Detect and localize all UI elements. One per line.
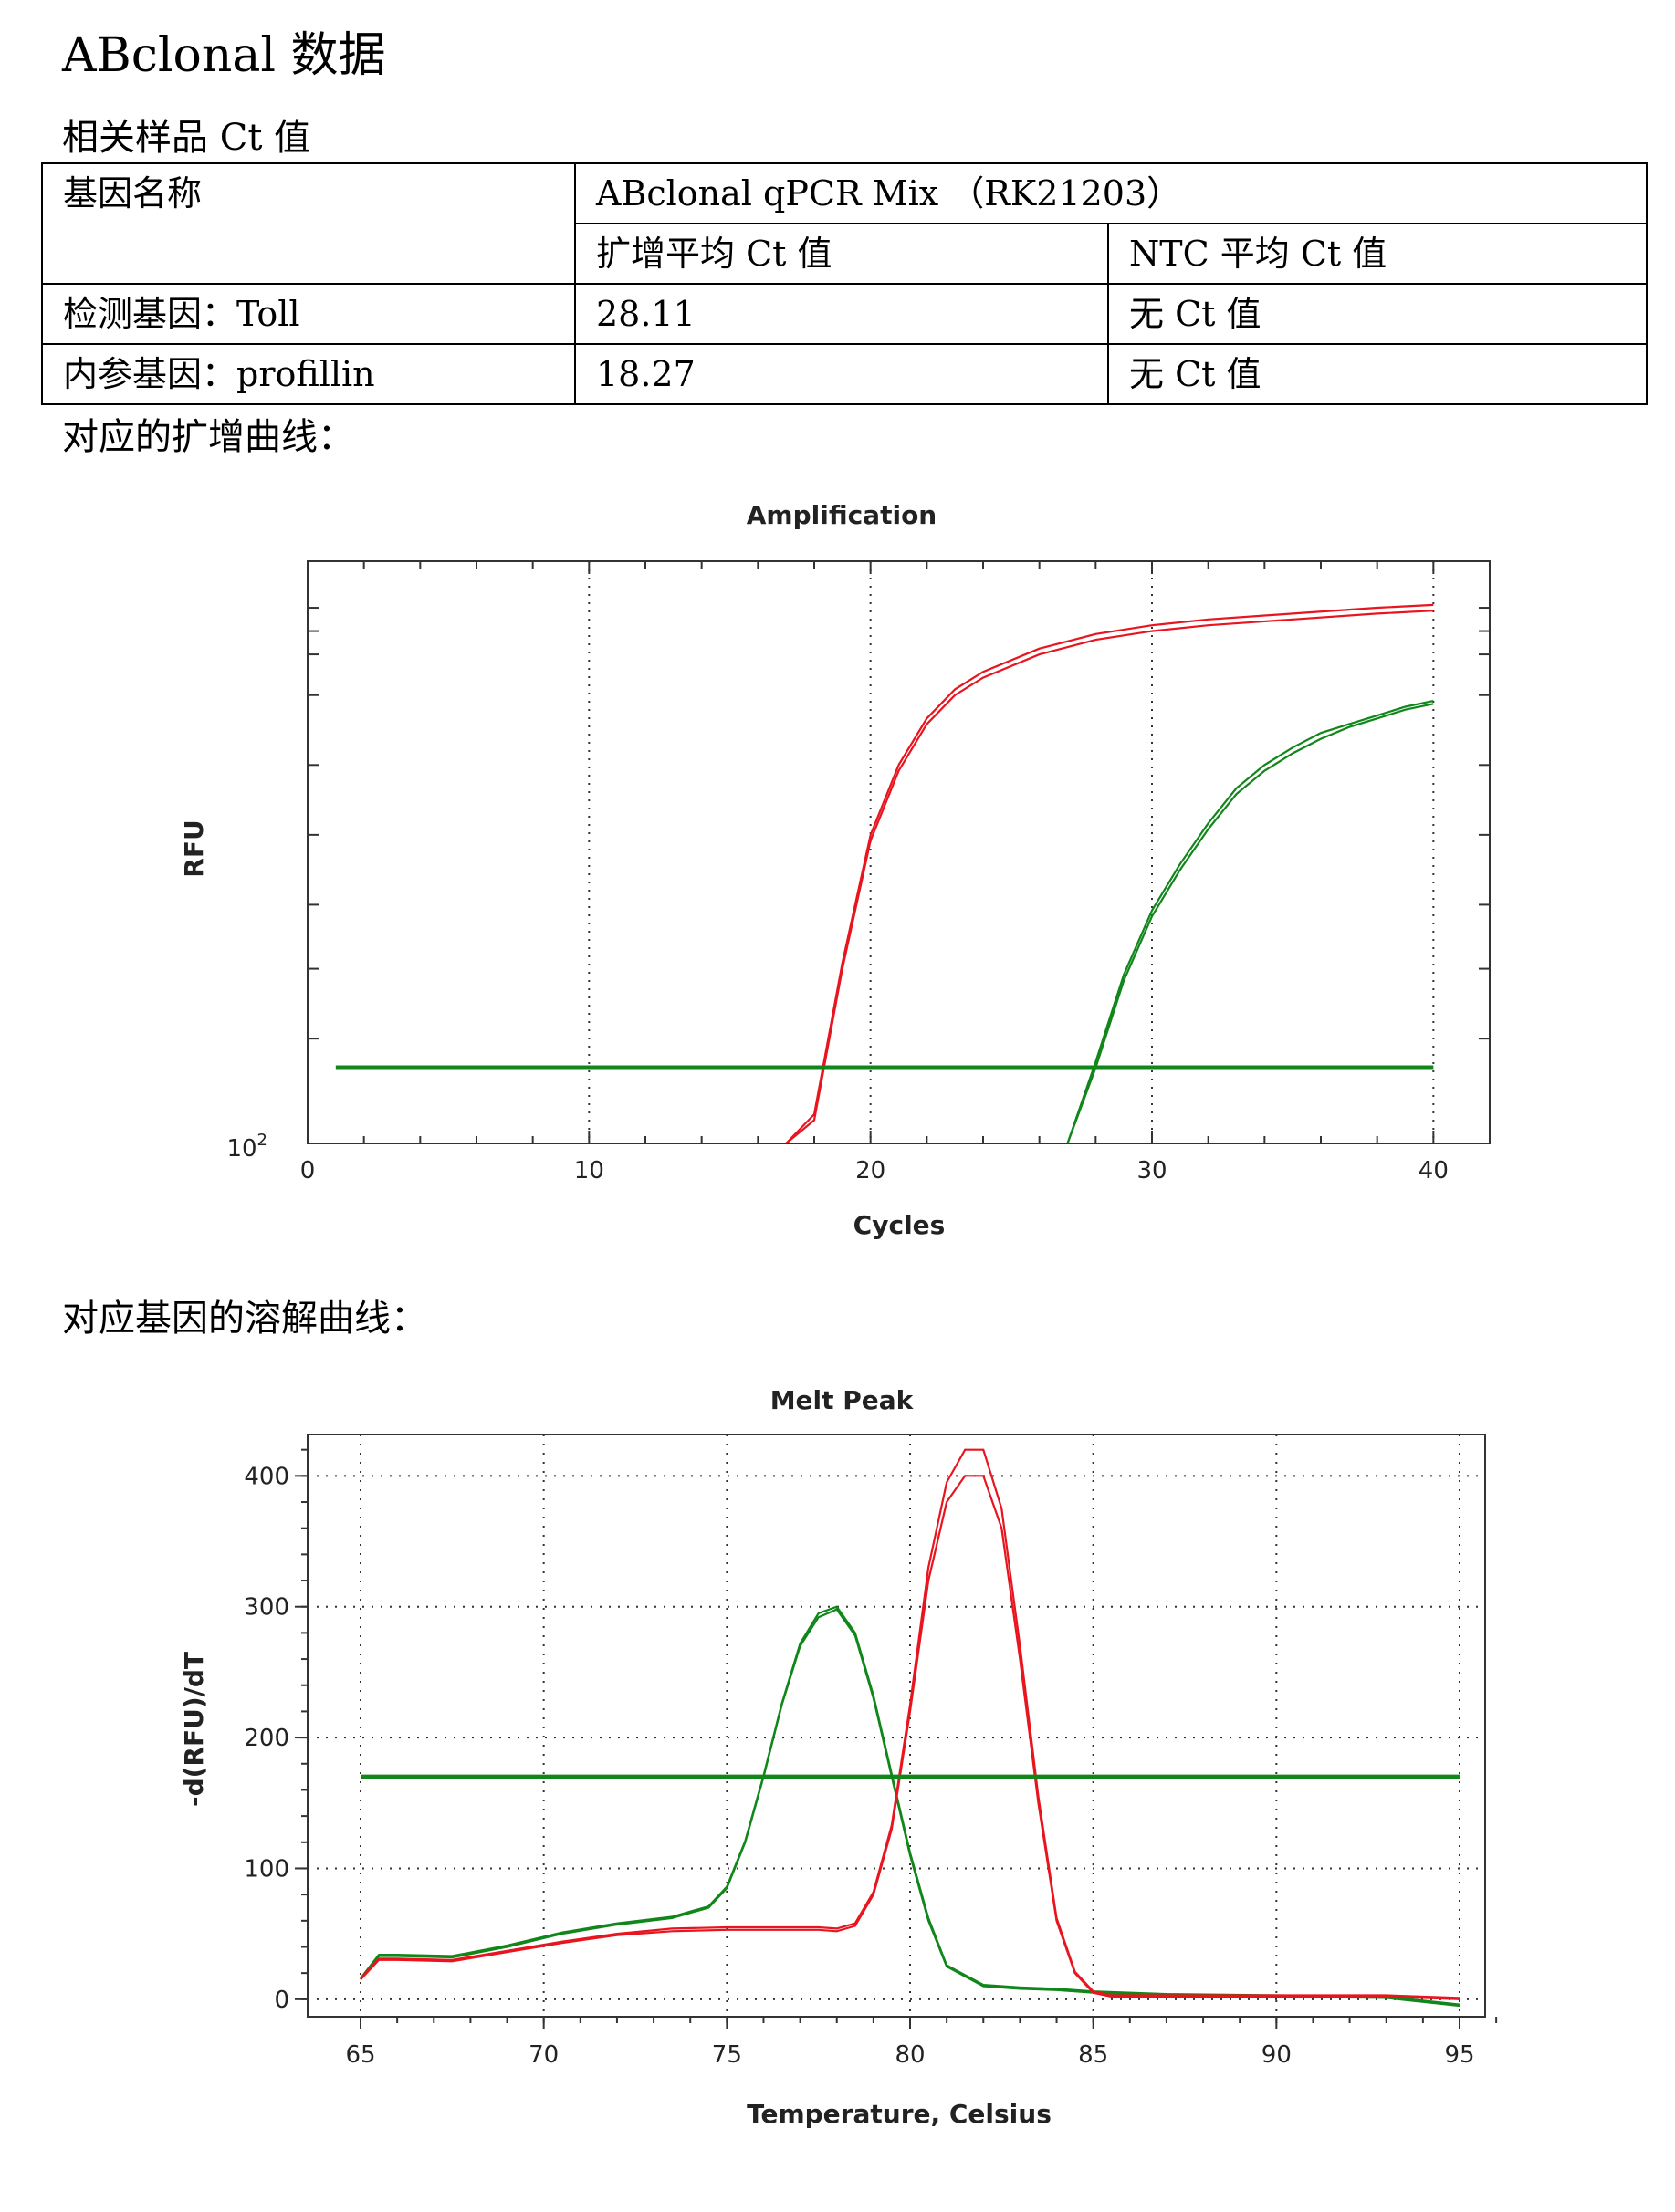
gene-cell: 内参基因：profillin (41, 343, 576, 405)
melt-x-axis-label: Temperature, Celsius (747, 2099, 1052, 2129)
product-header: ABclonal qPCR Mix （RK21203） (573, 162, 1649, 224)
table-row: 内参基因：profillin 18.27 无 Ct 值 (41, 343, 1649, 405)
melt-x-tick-label: 70 (529, 2041, 559, 2069)
table-row: 检测基因：Toll 28.11 无 Ct 值 (41, 283, 1649, 345)
amplification-curve (785, 610, 1434, 1144)
table-header-row: 基因名称 ABclonal qPCR Mix （RK21203） (41, 162, 1649, 285)
melt-x-tick-label: 85 (1078, 2041, 1108, 2069)
melt-y-tick-label: 100 (244, 1855, 289, 1883)
amplification-y-axis-label: RFU (179, 819, 209, 877)
melt-y-tick-label: 400 (244, 1463, 289, 1490)
gene-cell: 检测基因：Toll (41, 283, 576, 345)
avg-ct-header: 扩增平均 Ct 值 (574, 223, 1109, 285)
melt-x-tick-label: 90 (1261, 2041, 1292, 2069)
amplification-x-tick-label: 10 (574, 1157, 604, 1184)
amplification-gridlines (588, 561, 1435, 1143)
melt-x-tick-label: 65 (345, 2041, 375, 2069)
melt-y-tick-label: 0 (274, 1987, 289, 2014)
melt-plot-frame (307, 1434, 1486, 2018)
melt-curve (360, 1608, 1460, 2008)
amplification-axis-ticks: 0 10 20 30 40 (300, 561, 1491, 1184)
melt-axis-ticks: 65 70 75 80 85 90 95 0 100 200 300 400 (244, 1448, 1498, 2069)
ct-values-table: 基因名称 ABclonal qPCR Mix （RK21203） 扩增平均 Ct… (41, 162, 1649, 405)
melt-y-tick-label: 200 (244, 1725, 289, 1752)
amplification-x-tick-label: 20 (855, 1157, 885, 1184)
avg-ct-cell: 28.11 (574, 283, 1109, 345)
gene-name-header: 基因名称 (41, 162, 576, 285)
section-melt-curve-label: 对应基因的溶解曲线： (62, 1298, 427, 1340)
amplification-curve (1066, 700, 1434, 1144)
amplification-curve (785, 603, 1434, 1144)
melt-chart-title: Melt Peak (770, 1385, 915, 1415)
melt-x-tick-label: 80 (895, 2041, 925, 2069)
melt-curve (360, 1448, 1460, 1999)
melt-y-axis-label: -d(RFU)/dT (179, 1652, 209, 1807)
amplification-plot-frame (307, 560, 1491, 1144)
melt-x-tick-label: 75 (712, 2041, 742, 2069)
ntc-cell: 无 Ct 值 (1106, 343, 1649, 405)
document-title: ABclonal 数据 (62, 28, 386, 83)
melt-y-tick-label: 300 (244, 1594, 289, 1622)
melt-series (360, 1448, 1460, 2008)
amplification-curve (1066, 703, 1434, 1144)
table-subheader-row: 扩增平均 Ct 值 NTC 平均 Ct 值 (42, 223, 1649, 285)
avg-ct-cell: 18.27 (574, 343, 1109, 405)
amplification-chart: Amplification Cycles RFU 102 0 10 20 30 40 (179, 500, 1491, 1240)
melt-curve (360, 1605, 1460, 2006)
amplification-x-axis-label: Cycles (853, 1210, 946, 1240)
amplification-series (335, 603, 1434, 1144)
melt-peak-chart: Melt Peak Temperature, Celsius -d(RFU)/d… (179, 1385, 1498, 2129)
ntc-cell: 无 Ct 值 (1106, 283, 1649, 345)
amplification-x-tick-label: 30 (1136, 1157, 1167, 1184)
amplification-chart-title: Amplification (747, 500, 937, 530)
amplification-x-tick-label: 0 (300, 1157, 316, 1184)
section-ct-values-label: 相关样品 Ct 值 (62, 117, 311, 159)
ntc-ct-header: NTC 平均 Ct 值 (1106, 223, 1649, 285)
amplification-x-tick-label: 40 (1419, 1157, 1449, 1184)
amplification-y-tick-label: 102 (226, 1131, 267, 1163)
melt-gridlines (308, 1435, 1485, 2017)
melt-x-tick-label: 95 (1444, 2041, 1474, 2069)
section-amplification-label: 对应的扩增曲线： (62, 416, 354, 458)
